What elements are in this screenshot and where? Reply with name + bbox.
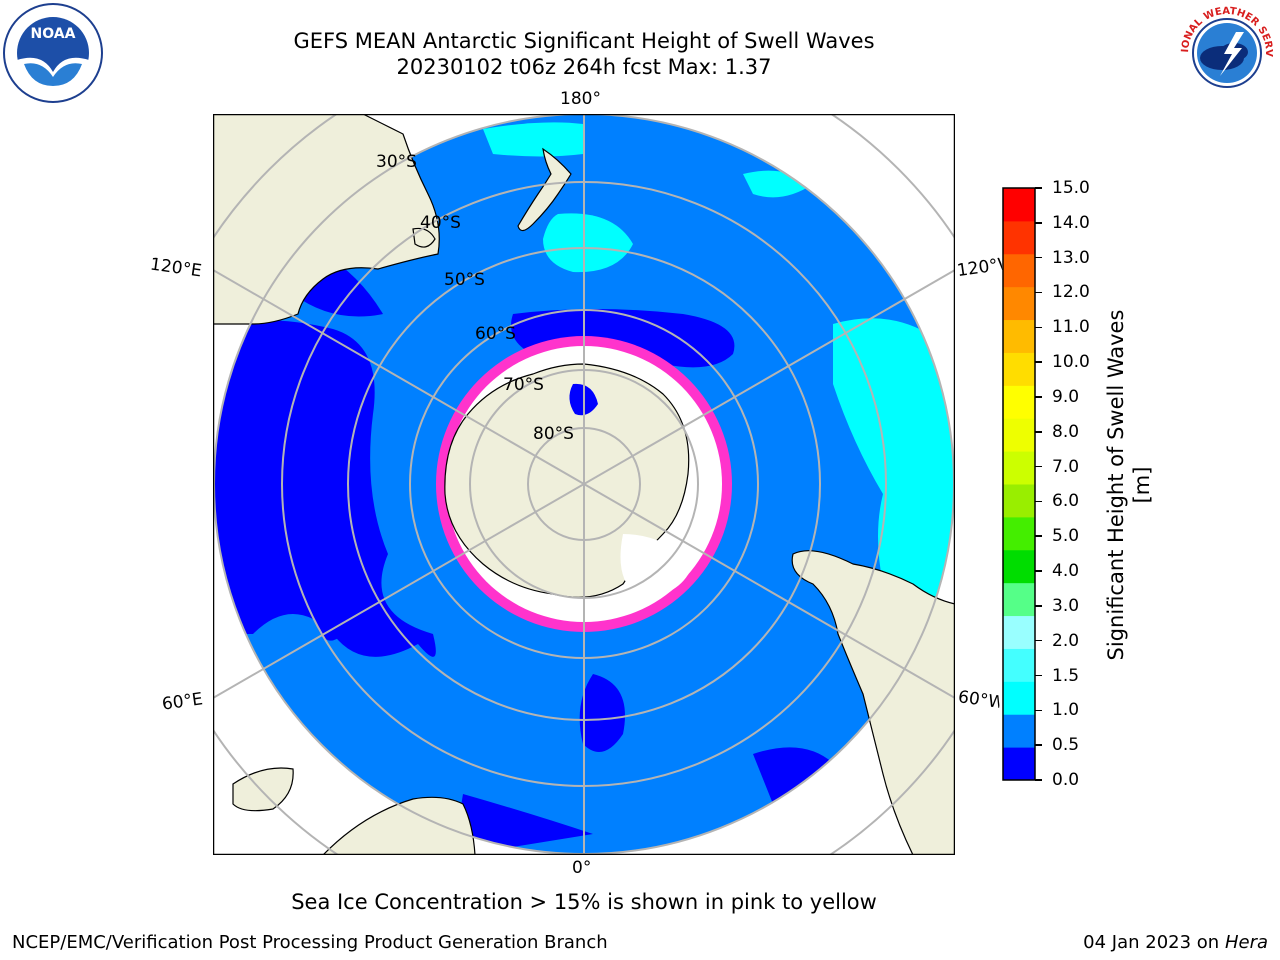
colorbar-tick-mark [1035, 326, 1042, 329]
swell-high-region [833, 318, 954, 614]
swell-low-region [214, 320, 436, 657]
colorbar-bin [1003, 220, 1035, 255]
colorbar-bin [1003, 484, 1035, 518]
colorbar-tick-label: 4.0 [1052, 561, 1080, 582]
swell-low-region [453, 794, 593, 854]
colorbar-bin [1003, 451, 1035, 485]
colorbar-tick-mark [1035, 256, 1042, 259]
colorbar-tick-mark [1035, 500, 1042, 503]
colorbar-tick-label: 3.0 [1052, 595, 1080, 616]
land-madagascar [232, 767, 294, 812]
polar-map [213, 114, 955, 855]
lat-label-80s: 80°S [533, 424, 574, 444]
colorbar [1002, 187, 1036, 781]
colorbar-tick-label: 6.0 [1052, 491, 1080, 512]
lon-label-0: 0° [572, 858, 592, 878]
lon-label-180: 180° [560, 89, 601, 109]
colorbar-tick-mark [1035, 570, 1042, 572]
colorbar-tick-label: 12.0 [1052, 282, 1090, 303]
colorbar-tick-mark [1035, 709, 1042, 712]
noaa-logo: NOAA [3, 3, 103, 103]
colorbar-tick-label: 1.5 [1052, 665, 1080, 686]
colorbar-bin [1003, 582, 1035, 617]
colorbar-tick-mark [1035, 674, 1042, 677]
colorbar-bin [1003, 352, 1035, 386]
lat-label-30s: 30°S [376, 152, 417, 172]
colorbar-tick-mark [1035, 396, 1042, 398]
colorbar-bin [1003, 286, 1035, 321]
colorbar-bin [1003, 385, 1035, 419]
colorbar-tick-mark [1035, 187, 1042, 189]
lon-label-120e: 120°E [148, 254, 203, 282]
colorbar-tick-mark [1035, 605, 1042, 607]
lat-label-40s: 40°S [420, 213, 461, 233]
lat-label-70s: 70°S [503, 375, 544, 395]
colorbar-tick-label: 0.0 [1052, 770, 1080, 790]
colorbar-tick-mark [1035, 431, 1042, 433]
colorbar-bin [1003, 418, 1035, 452]
footer-host: Hera [1224, 932, 1268, 953]
swell-high-region [543, 213, 633, 273]
colorbar-tick-mark [1035, 361, 1042, 363]
lon-label-120w: 120°W [955, 254, 1004, 282]
colorbar-bin [1003, 319, 1035, 353]
land-africa [322, 796, 476, 855]
land-new-zealand [517, 147, 572, 232]
swell-low-region [313, 554, 351, 641]
colorbar-tick-mark [1035, 222, 1042, 224]
colorbar-bin [1003, 516, 1035, 551]
noaa-logo-text: NOAA [31, 26, 76, 42]
lat-label-50s: 50°S [444, 270, 485, 290]
swell-low-region [579, 674, 625, 752]
lat-label-60s: 60°S [475, 324, 516, 344]
colorbar-bin [1003, 648, 1035, 682]
lon-label-60e: 60°E [160, 689, 205, 715]
colorbar-tick-mark [1035, 639, 1042, 642]
colorbar-tick-mark [1035, 535, 1042, 537]
footer-credit: NCEP/EMC/Verification Post Processing Pr… [12, 932, 608, 953]
colorbar-tick-label: 11.0 [1052, 317, 1090, 338]
colorbar-tick-label: 9.0 [1052, 386, 1080, 407]
colorbar-bin [1003, 714, 1035, 748]
colorbar-tick-mark [1035, 465, 1042, 468]
colorbar-bin [1003, 188, 1035, 222]
colorbar-tick-label: 0.5 [1052, 735, 1080, 756]
lon-label-60w: 60°W [956, 687, 1002, 713]
colorbar-tick-label: 5.0 [1052, 526, 1080, 547]
land-south-america [791, 550, 955, 855]
weddell-sea-ice [620, 534, 693, 599]
colorbar-bin [1003, 253, 1035, 288]
colorbar-tick-label: 8.0 [1052, 421, 1080, 442]
colorbar-tick-label: 13.0 [1052, 247, 1090, 268]
colorbar-tick-label: 14.0 [1052, 212, 1090, 233]
colorbar-label: Significant Height of Swell Waves [m] [1104, 309, 1154, 661]
colorbar-tick-label: 10.0 [1052, 352, 1090, 373]
footer-date: 04 Jan 2023 on Hera [1083, 932, 1268, 953]
swell-high-region [483, 122, 583, 157]
sea-ice-note: Sea Ice Concentration > 15% is shown in … [291, 890, 877, 914]
chart-title: GEFS MEAN Antarctic Significant Height o… [293, 29, 875, 53]
colorbar-bin [1003, 615, 1035, 649]
colorbar-bin [1003, 747, 1035, 781]
colorbar-bin [1003, 681, 1035, 715]
colorbar-tick-label: 2.0 [1052, 630, 1080, 651]
footer-date-text: 04 Jan 2023 on [1083, 932, 1220, 953]
colorbar-bin [1003, 549, 1035, 584]
colorbar-tick-mark [1035, 779, 1042, 781]
nws-logo: NATIONAL WEATHER SERVICE [1176, 2, 1276, 102]
chart-subtitle: 20230102 t06z 264h fcst Max: 1.37 [396, 55, 772, 79]
colorbar-tick-label: 15.0 [1052, 178, 1090, 198]
colorbar-tick-label: 7.0 [1052, 456, 1080, 477]
colorbar-tick-label: 1.0 [1052, 700, 1080, 721]
colorbar-tick-mark [1035, 291, 1042, 294]
colorbar-tick-mark [1035, 744, 1042, 746]
